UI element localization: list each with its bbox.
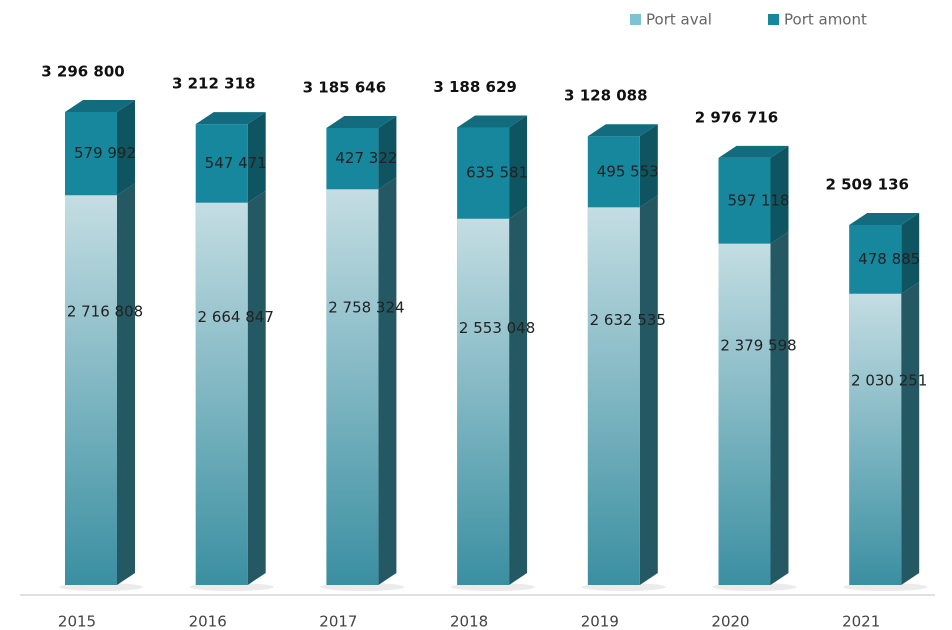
legend-swatch: [768, 14, 779, 25]
bar-top: [326, 115, 397, 128]
bar-shine: [195, 202, 248, 585]
value-label: 2 758 324: [328, 298, 404, 316]
bar-side: [509, 206, 528, 585]
bar: [457, 127, 510, 219]
value-label: 478 885: [858, 250, 920, 268]
bar-shine: [849, 293, 902, 585]
bar-top: [587, 124, 658, 137]
x-tick-label: 2019: [581, 613, 619, 630]
bar-top: [65, 100, 135, 112]
bar-side: [247, 112, 266, 203]
value-label: 579 992: [74, 144, 136, 162]
bar-top: [457, 115, 528, 128]
x-tick-label: 2015: [58, 613, 96, 630]
bar-top: [718, 145, 789, 158]
x-tick-label: 2016: [189, 613, 227, 630]
total-label: 2 976 716: [695, 108, 779, 126]
legend-label: Port aval: [646, 11, 712, 29]
bar-side: [509, 115, 528, 219]
bar-shine: [718, 243, 771, 585]
value-label: 2 379 598: [720, 337, 796, 355]
bar-side: [770, 145, 789, 244]
x-tick-label: 2017: [319, 613, 357, 630]
total-label: 3 185 646: [303, 78, 387, 96]
bar: [718, 157, 771, 244]
value-label: 495 553: [597, 162, 659, 180]
bar-side: [770, 231, 789, 585]
value-label: 2 716 808: [67, 303, 143, 321]
value-label: 427 322: [335, 149, 397, 167]
total-label: 3 128 088: [564, 87, 648, 105]
bar-side: [639, 124, 658, 208]
bar-side: [901, 281, 920, 585]
total-label: 3 296 800: [41, 63, 125, 81]
bar-side: [247, 190, 266, 585]
bar-side: [117, 183, 135, 585]
bar-side: [378, 115, 397, 190]
bar: [587, 136, 640, 208]
value-label: 2 632 535: [590, 311, 666, 329]
bar: [65, 112, 117, 196]
bar-shine: [587, 207, 640, 586]
value-label: 635 581: [466, 164, 528, 182]
bar-top: [849, 213, 920, 226]
bar-side: [901, 213, 920, 294]
value-label: 547 471: [205, 154, 267, 172]
legend-swatch: [630, 14, 641, 25]
bar: [195, 124, 248, 203]
bar-shine: [65, 195, 117, 585]
bar-side: [117, 100, 135, 196]
bar-top: [195, 112, 266, 125]
value-label: 2 664 847: [198, 308, 274, 326]
bar: [849, 225, 902, 294]
legend-label: Port amont: [784, 11, 867, 29]
x-tick-label: 2020: [711, 613, 749, 630]
bar-shine: [457, 218, 510, 585]
value-label: 2 553 048: [459, 319, 535, 337]
x-tick-label: 2018: [450, 613, 488, 630]
total-label: 3 212 318: [172, 75, 256, 93]
total-label: 3 188 629: [433, 78, 517, 96]
total-label: 2 509 136: [825, 176, 909, 194]
bar-side: [378, 177, 397, 585]
bar-shine: [326, 189, 379, 585]
value-label: 597 118: [727, 191, 789, 209]
x-tick-label: 2021: [842, 613, 880, 630]
bar-side: [639, 195, 658, 586]
value-label: 2 030 251: [851, 372, 927, 390]
bar: [326, 127, 379, 190]
